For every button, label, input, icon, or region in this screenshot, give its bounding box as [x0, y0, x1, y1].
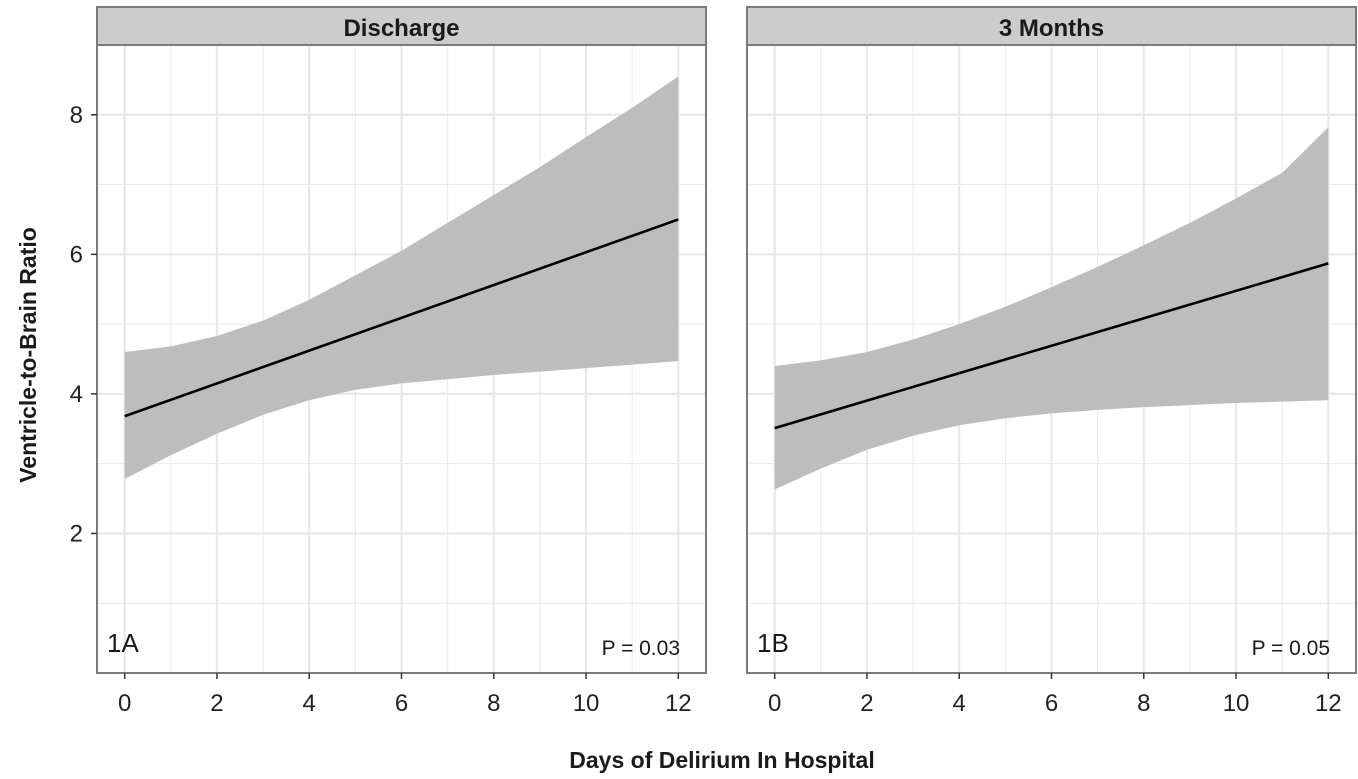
x-tick-label: 4: [303, 690, 316, 717]
p-value-label: P = 0.03: [602, 637, 680, 660]
x-tick-label: 6: [395, 690, 408, 717]
panel-1: Discharge 0 2 4 6 8 10 12 2 4 6 8 1A P = 0.03: [70, 6, 707, 717]
panel-tag: 1A: [107, 628, 139, 658]
x-tick-label: 8: [1137, 690, 1150, 717]
y-tick-label: 4: [70, 381, 83, 408]
fit-line: [774, 262, 1329, 430]
panel-title: 3 Months: [999, 15, 1104, 42]
panel-strip: [96, 6, 707, 46]
y-tick-label: 2: [70, 520, 83, 547]
x-tick-label: 0: [768, 690, 781, 717]
x-tick-label: 2: [210, 690, 223, 717]
y-tick-label: 6: [70, 241, 83, 268]
x-tick-label: 2: [860, 690, 873, 717]
y-tick-label: 8: [70, 102, 83, 129]
x-tick-label: 10: [573, 690, 600, 717]
x-tick-label: 10: [1223, 690, 1250, 717]
y-axis-title: Ventricle-to-Brain Ratio: [15, 227, 41, 483]
x-tick-label: 6: [1045, 690, 1058, 717]
panel-2: 3 Months 0 2 4 6 8 10 12 1B P = 0.05: [746, 6, 1357, 717]
confidence-band: [124, 76, 679, 480]
x-tick-label: 0: [118, 690, 131, 717]
x-tick-label: 12: [1315, 690, 1342, 717]
x-axis-title: Days of Delirium In Hospital: [569, 747, 874, 773]
panel-title: Discharge: [343, 15, 459, 42]
panel-tag: 1B: [757, 628, 789, 658]
confidence-band: [774, 127, 1329, 490]
p-value-label: P = 0.05: [1252, 637, 1330, 660]
x-tick-label: 12: [665, 690, 692, 717]
x-tick-label: 8: [487, 690, 500, 717]
panels-layer: Discharge 0 2 4 6 8 10 12 2 4 6 8 1A P = 0.03 3 Months…: [70, 6, 1357, 717]
fit-line: [124, 218, 679, 418]
x-tick-label: 4: [953, 690, 966, 717]
